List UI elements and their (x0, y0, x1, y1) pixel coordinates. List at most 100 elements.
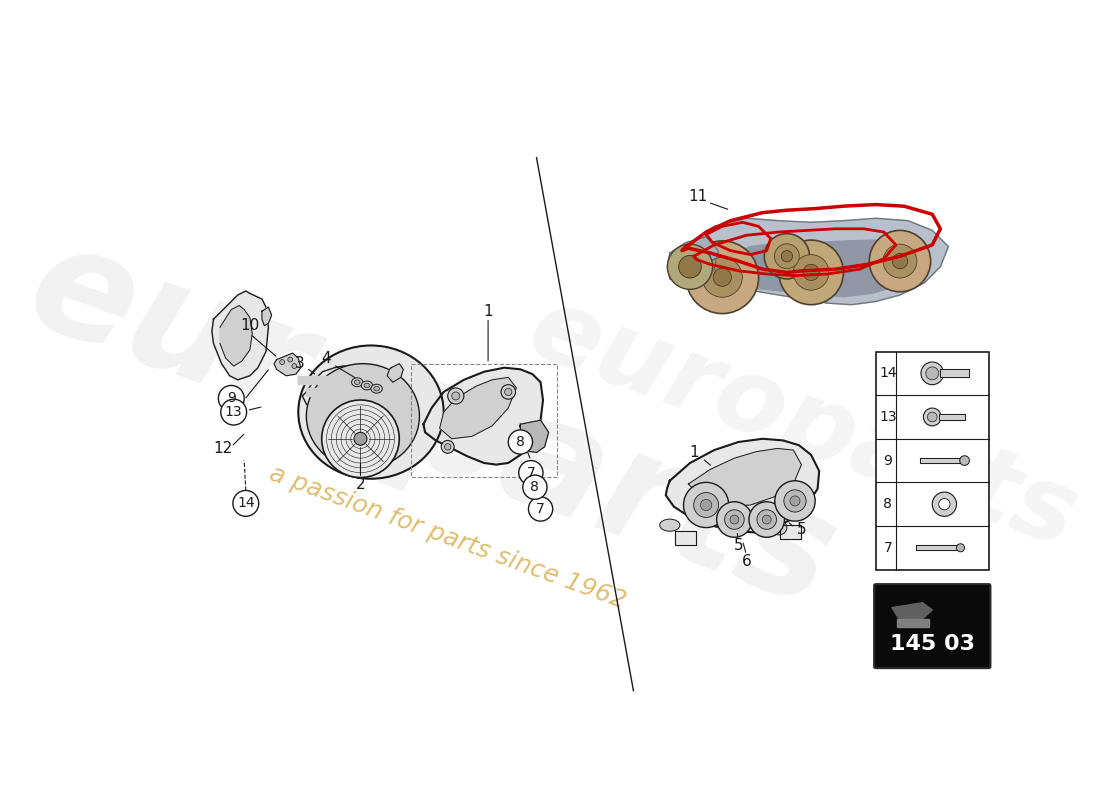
Circle shape (892, 254, 907, 269)
Circle shape (764, 234, 810, 279)
Polygon shape (689, 449, 802, 506)
Text: 7: 7 (527, 466, 536, 480)
Circle shape (233, 490, 258, 516)
Ellipse shape (660, 519, 680, 531)
Circle shape (686, 241, 759, 314)
Bar (876, 351, 989, 570)
Circle shape (774, 244, 800, 269)
Ellipse shape (354, 380, 360, 385)
Circle shape (921, 362, 944, 385)
Circle shape (933, 492, 957, 516)
Circle shape (926, 367, 938, 380)
Text: 13: 13 (224, 405, 242, 419)
Text: europarts: europarts (516, 278, 1091, 570)
Polygon shape (298, 376, 363, 384)
Circle shape (957, 544, 965, 552)
Text: 1: 1 (483, 304, 493, 318)
Circle shape (292, 364, 297, 369)
Text: 2: 2 (355, 478, 365, 492)
Circle shape (452, 392, 460, 400)
Circle shape (500, 385, 516, 399)
Ellipse shape (352, 378, 363, 386)
Polygon shape (274, 353, 300, 376)
Circle shape (517, 433, 531, 448)
Text: 12: 12 (213, 441, 233, 456)
Circle shape (803, 264, 820, 281)
Polygon shape (940, 370, 969, 378)
Circle shape (757, 510, 777, 530)
Ellipse shape (371, 384, 383, 393)
Polygon shape (302, 366, 387, 422)
Text: 8: 8 (530, 480, 539, 494)
Circle shape (321, 400, 399, 478)
Circle shape (528, 497, 552, 521)
Circle shape (702, 258, 743, 298)
Circle shape (701, 499, 712, 510)
Text: 11: 11 (689, 189, 707, 204)
Polygon shape (387, 364, 404, 382)
Circle shape (448, 388, 464, 404)
Circle shape (793, 254, 829, 290)
Circle shape (779, 240, 844, 305)
Text: 8: 8 (516, 435, 525, 449)
Polygon shape (938, 414, 965, 420)
Polygon shape (262, 307, 272, 326)
Ellipse shape (364, 383, 370, 388)
Circle shape (683, 482, 728, 528)
Circle shape (927, 412, 937, 422)
Polygon shape (694, 240, 928, 297)
Circle shape (730, 515, 739, 524)
Text: europarts: europarts (9, 210, 854, 638)
Ellipse shape (361, 381, 373, 390)
Circle shape (354, 432, 367, 446)
Ellipse shape (307, 364, 419, 469)
Text: 5: 5 (796, 522, 806, 537)
Polygon shape (307, 388, 367, 396)
Polygon shape (675, 531, 696, 546)
Circle shape (784, 490, 806, 512)
Circle shape (713, 268, 732, 286)
Polygon shape (896, 619, 929, 627)
Text: 4: 4 (321, 350, 331, 366)
Circle shape (279, 360, 285, 365)
Text: 5: 5 (734, 538, 744, 553)
Circle shape (959, 456, 969, 466)
Circle shape (938, 498, 950, 510)
Text: a passion for parts since 1962: a passion for parts since 1962 (266, 462, 629, 613)
Text: 9: 9 (883, 454, 892, 467)
Circle shape (762, 515, 771, 524)
Circle shape (505, 388, 512, 395)
Circle shape (221, 399, 246, 425)
Text: 145 03: 145 03 (890, 634, 975, 654)
Circle shape (218, 386, 244, 411)
Circle shape (749, 502, 784, 538)
Polygon shape (440, 378, 516, 438)
Circle shape (441, 440, 454, 454)
Circle shape (508, 430, 532, 454)
Circle shape (869, 230, 931, 292)
Ellipse shape (726, 522, 742, 537)
Circle shape (774, 481, 815, 521)
Text: 7: 7 (883, 541, 892, 554)
Polygon shape (674, 218, 948, 305)
Text: 13: 13 (879, 410, 896, 424)
Polygon shape (520, 420, 549, 453)
Circle shape (923, 408, 942, 426)
Text: 9: 9 (227, 391, 235, 406)
Circle shape (668, 244, 713, 290)
Ellipse shape (771, 520, 786, 535)
Polygon shape (668, 237, 718, 286)
Polygon shape (921, 458, 965, 463)
Circle shape (716, 502, 752, 538)
Polygon shape (916, 546, 960, 550)
Circle shape (522, 475, 547, 499)
Ellipse shape (374, 386, 379, 391)
Text: 6: 6 (741, 554, 751, 569)
Circle shape (288, 357, 293, 362)
Circle shape (519, 461, 543, 485)
FancyBboxPatch shape (874, 584, 990, 668)
Circle shape (781, 250, 792, 262)
Polygon shape (892, 602, 933, 621)
Text: 7: 7 (536, 502, 544, 516)
Circle shape (679, 255, 702, 278)
